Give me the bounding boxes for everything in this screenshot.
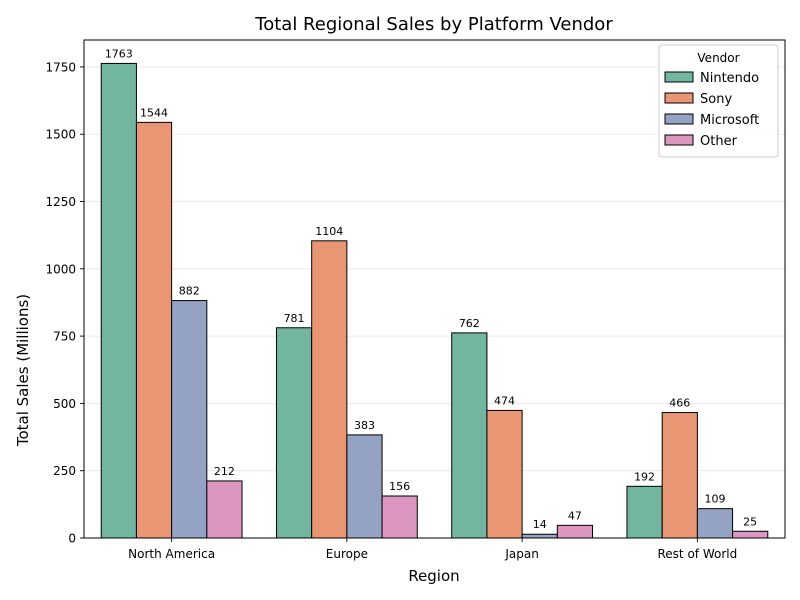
data-label: 1104 <box>315 225 343 238</box>
bar-other-north-america <box>206 480 243 539</box>
data-label: 882 <box>179 285 200 298</box>
y-tick-label: 1750 <box>45 60 76 74</box>
x-tick-label: Japan <box>504 547 538 561</box>
legend-label-microsoft: Microsoft <box>700 113 759 128</box>
x-tick-label: Europe <box>326 547 368 561</box>
data-label: 109 <box>704 493 725 506</box>
label-layer: 1763 1544 882 212 781 1104 383 156 762 474 14 47 192… <box>105 47 757 531</box>
data-label: 781 <box>284 312 305 325</box>
data-label: 25 <box>743 515 757 528</box>
y-tick-label: 750 <box>53 330 76 344</box>
bar-other-japan <box>556 524 594 539</box>
bar-microsoft-europe <box>346 434 383 539</box>
y-tick-label: 250 <box>53 464 76 478</box>
data-label: 14 <box>533 518 547 531</box>
legend-label-other: Other <box>700 134 738 149</box>
y-tick-label: 1250 <box>45 195 76 209</box>
bar-sony-north-america <box>135 121 173 539</box>
bar-sony-japan <box>486 409 523 539</box>
bar-microsoft-japan <box>521 533 558 539</box>
data-label: 466 <box>669 397 690 410</box>
legend-label-sony: Sony <box>700 92 732 107</box>
data-label: 212 <box>214 465 235 478</box>
y-tick-label: 500 <box>53 397 76 411</box>
x-tick-label: Rest of World <box>658 547 738 561</box>
y-tick-label: 1500 <box>45 128 76 142</box>
y-tick-label: 0 <box>68 532 76 546</box>
bar-other-europe <box>381 495 418 539</box>
x-tick-label: North America <box>128 547 215 561</box>
legend-swatch-microsoft <box>664 113 694 125</box>
data-label: 192 <box>634 470 655 483</box>
data-label: 762 <box>459 317 480 330</box>
legend-swatch-sony <box>664 92 694 104</box>
data-label: 156 <box>389 480 410 493</box>
bar-other-rest-of-world <box>732 530 769 539</box>
bar-sony-rest-of-world <box>661 412 698 539</box>
data-label: 1544 <box>140 106 168 119</box>
bar-sony-europe <box>311 240 348 539</box>
data-label: 1763 <box>105 47 133 60</box>
chart-title: Total Regional Sales by Platform Vendor <box>254 14 613 35</box>
x-axis-label: Region <box>408 567 459 585</box>
data-label: 383 <box>354 419 375 432</box>
bar-layer <box>100 62 769 539</box>
y-axis-label: Total Sales (Millions) <box>14 294 32 447</box>
legend-label-nintendo: Nintendo <box>700 71 759 86</box>
bar-nintendo-rest-of-world <box>626 485 663 539</box>
y-tick-label: 1000 <box>45 262 76 276</box>
legend-title: Vendor <box>697 51 739 65</box>
data-label: 474 <box>494 394 515 407</box>
legend-swatch-nintendo <box>664 71 694 83</box>
data-label: 47 <box>568 509 582 522</box>
bar-microsoft-rest-of-world <box>696 508 734 539</box>
bar-nintendo-north-america <box>100 62 137 539</box>
bar-nintendo-europe <box>275 327 313 539</box>
bar-microsoft-north-america <box>171 300 208 539</box>
axis-layer: 0 250 500 750 1000 1250 1500 1750 North America E… <box>45 39 786 561</box>
bar-nintendo-japan <box>451 332 488 539</box>
legend: Vendor Nintendo Sony Microsoft Other <box>658 44 779 158</box>
plot-frame <box>83 39 786 539</box>
legend-swatch-other <box>664 134 694 146</box>
